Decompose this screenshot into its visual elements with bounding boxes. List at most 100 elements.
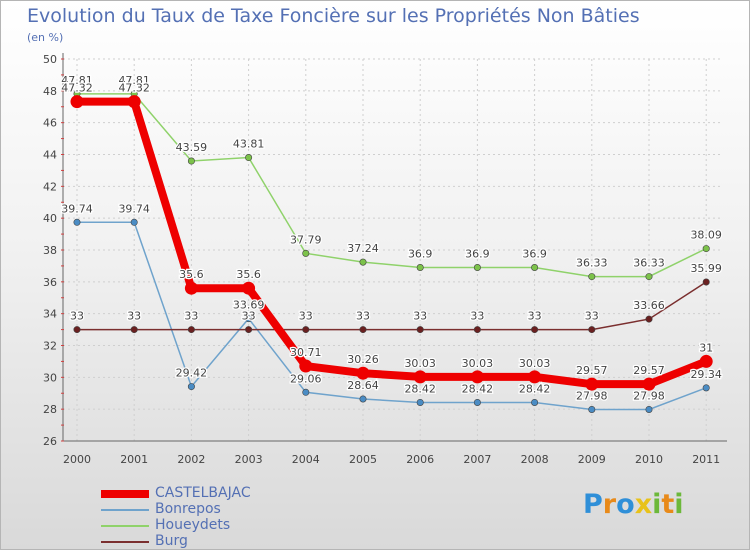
data-point-burg	[702, 278, 710, 286]
x-tick-label: 2006	[406, 453, 434, 466]
data-label-burg: 33	[70, 310, 84, 323]
y-tick-label: 42	[43, 180, 57, 193]
data-label-castelbajac: 29.57	[576, 364, 608, 377]
data-point-houeydets	[702, 245, 710, 253]
data-label-bonrepos: 29.06	[290, 372, 322, 385]
data-point-houeydets	[245, 154, 253, 162]
data-point-houeydets	[359, 258, 367, 266]
data-point-castelbajac	[470, 370, 484, 384]
data-label-burg: 33	[470, 310, 484, 323]
legend-label-burg: Burg	[155, 533, 188, 549]
data-label-houeydets: 43.59	[176, 141, 208, 154]
data-label-burg: 33	[127, 310, 141, 323]
data-label-houeydets: 36.9	[522, 248, 547, 261]
series-line-bonrepos	[77, 221, 707, 411]
data-point-bonrepos	[130, 218, 138, 226]
y-tick-label: 30	[43, 371, 57, 384]
data-label-burg: 33	[413, 310, 427, 323]
data-point-bonrepos	[531, 398, 539, 406]
data-point-burg	[531, 326, 539, 334]
data-point-bonrepos	[645, 405, 653, 413]
x-tick-label: 2009	[578, 453, 606, 466]
data-point-castelbajac	[356, 366, 370, 380]
data-label-bonrepos: 39.74	[61, 202, 93, 215]
logo-letter: x	[634, 489, 653, 520]
logo-letter: o	[616, 489, 635, 520]
data-label-castelbajac: 30.26	[347, 353, 379, 366]
data-label-burg: 33	[528, 310, 542, 323]
data-point-bonrepos	[302, 388, 310, 396]
data-label-bonrepos: 33.69	[233, 299, 265, 312]
data-point-castelbajac	[699, 354, 713, 368]
legend-label-houeydets: Houeydets	[155, 517, 231, 533]
data-label-bonrepos: 27.98	[576, 389, 608, 402]
series-line-houeydets	[77, 93, 707, 278]
data-point-burg	[130, 326, 138, 334]
legend-label-castelbajac: CASTELBAJAC	[155, 485, 251, 501]
data-point-castelbajac	[299, 359, 313, 373]
data-label-bonrepos: 28.42	[462, 382, 494, 395]
legend-swatch-castelbajac	[101, 490, 149, 498]
data-point-houeydets	[416, 264, 424, 272]
data-label-burg: 33	[356, 310, 370, 323]
data-label-castelbajac: 35.6	[179, 268, 204, 281]
x-tick-label: 2010	[635, 453, 663, 466]
x-tick-label: 2005	[349, 453, 377, 466]
data-point-burg	[416, 326, 424, 334]
data-label-burg: 35.99	[690, 262, 722, 275]
data-label-castelbajac: 47.32	[61, 82, 93, 95]
data-label-houeydets: 38.09	[690, 229, 722, 242]
data-point-houeydets	[473, 264, 481, 272]
data-point-burg	[245, 326, 253, 334]
logo-letter: i	[652, 489, 662, 520]
data-label-bonrepos: 27.98	[633, 389, 665, 402]
data-point-bonrepos	[187, 383, 195, 391]
data-label-castelbajac: 30.71	[290, 346, 322, 359]
data-point-bonrepos	[473, 398, 481, 406]
data-point-houeydets	[588, 273, 596, 281]
data-point-burg	[473, 326, 481, 334]
data-point-burg	[302, 326, 310, 334]
data-point-houeydets	[645, 273, 653, 281]
y-tick-label: 36	[43, 276, 57, 289]
data-label-castelbajac: 29.57	[633, 364, 665, 377]
data-label-houeydets: 36.33	[633, 257, 665, 270]
data-point-bonrepos	[702, 384, 710, 392]
data-label-burg: 33	[242, 310, 256, 323]
logo-letter: i	[674, 489, 684, 520]
data-label-castelbajac: 47.32	[118, 82, 150, 95]
series-line-castelbajac	[77, 97, 708, 389]
legend-swatch-houeydets	[101, 525, 149, 527]
y-axis-unit-label: (en %)	[27, 31, 64, 44]
data-label-bonrepos: 29.34	[690, 368, 722, 381]
y-tick-label: 28	[43, 403, 57, 416]
logo-letter: P	[583, 489, 603, 520]
data-point-bonrepos	[588, 405, 596, 413]
data-label-burg: 33.66	[633, 299, 665, 312]
chart-title: Evolution du Taux de Taxe Foncière sur l…	[27, 5, 640, 27]
x-tick-label: 2007	[463, 453, 491, 466]
data-label-castelbajac: 31	[699, 341, 713, 354]
data-point-castelbajac	[184, 281, 198, 295]
data-point-castelbajac	[528, 370, 542, 384]
data-point-houeydets	[531, 264, 539, 272]
y-tick-label: 46	[43, 117, 57, 130]
data-label-bonrepos: 28.42	[519, 382, 551, 395]
proxiti-logo: Proxiti	[583, 489, 684, 520]
y-tick-label: 32	[43, 340, 57, 353]
data-point-burg	[645, 315, 653, 323]
y-tick-label: 26	[43, 435, 57, 448]
data-label-bonrepos: 29.42	[176, 367, 208, 380]
logo-letter: r	[602, 489, 617, 520]
data-label-houeydets: 43.81	[233, 138, 265, 151]
x-tick-label: 2001	[120, 453, 148, 466]
data-label-burg: 33	[585, 310, 599, 323]
data-label-bonrepos: 28.42	[404, 382, 436, 395]
data-label-castelbajac: 30.03	[404, 357, 436, 370]
data-point-bonrepos	[359, 395, 367, 403]
data-label-houeydets: 36.33	[576, 257, 608, 270]
data-label-castelbajac: 35.6	[236, 268, 261, 281]
data-label-houeydets: 47.81	[61, 74, 93, 87]
x-tick-label: 2011	[692, 453, 720, 466]
